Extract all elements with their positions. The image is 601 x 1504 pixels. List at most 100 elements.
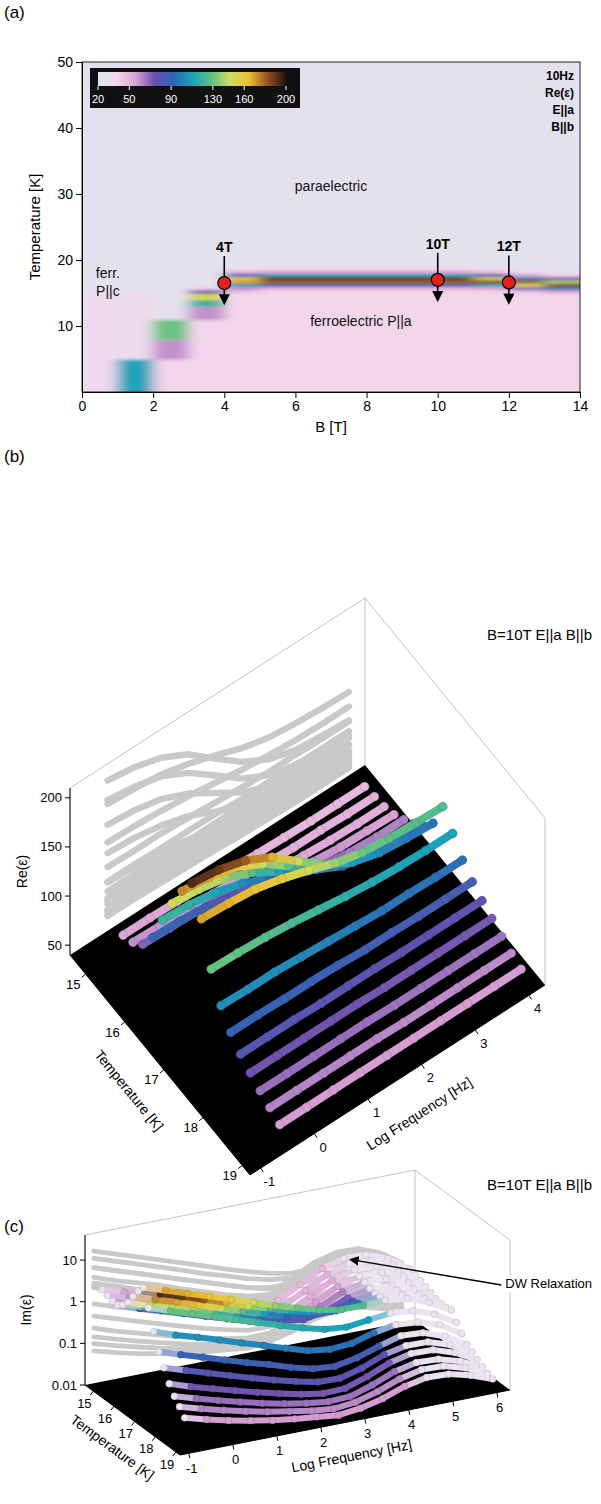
sphere	[238, 1340, 245, 1347]
series	[158, 815, 408, 924]
heatmap-cell	[260, 128, 296, 181]
tick-label: 10	[63, 1253, 77, 1268]
tube-segment	[352, 1333, 374, 1344]
sphere	[423, 1374, 430, 1381]
heatmap-cell	[189, 306, 225, 320]
heatmap-cell	[224, 300, 260, 307]
heatmap-cell	[189, 260, 225, 267]
sphere	[236, 1050, 245, 1059]
chart-title: B=10T E||a B||b	[487, 626, 592, 643]
sphere	[203, 1416, 210, 1423]
sphere	[300, 1034, 309, 1043]
series	[197, 802, 447, 923]
heatmap-cell	[473, 293, 509, 300]
sphere	[326, 836, 335, 845]
sphere	[308, 1407, 315, 1414]
tick-mark	[160, 1070, 164, 1073]
heatmap-cell	[295, 128, 331, 181]
tick-label: 15	[77, 1396, 91, 1411]
sphere	[386, 1360, 393, 1367]
heatmap-plot	[82, 62, 580, 392]
tick-mark	[188, 1453, 190, 1458]
wall-projection	[108, 731, 349, 882]
sphere	[329, 1086, 338, 1095]
series	[135, 1288, 450, 1316]
heatmap-cell	[331, 220, 367, 247]
sphere	[403, 1342, 410, 1349]
heatmap-cell	[189, 181, 225, 221]
tube-segment	[231, 1015, 258, 1032]
region-label: ferr.P||c	[96, 265, 120, 299]
sphere	[404, 889, 413, 898]
sphere	[260, 1342, 267, 1349]
heatmap-cell	[544, 247, 580, 261]
heatmap-cell	[331, 128, 367, 181]
sphere	[319, 1265, 326, 1272]
sphere	[263, 1032, 272, 1041]
sphere	[281, 1400, 288, 1407]
tick-mark	[65, 945, 70, 946]
series	[150, 1319, 465, 1354]
sphere	[317, 999, 326, 1008]
sphere	[329, 1277, 336, 1284]
sphere	[145, 1305, 152, 1312]
sphere	[324, 937, 333, 946]
sphere	[161, 1364, 168, 1371]
sphere	[207, 965, 216, 974]
colorbar-label: 50	[123, 93, 135, 105]
sphere	[249, 1375, 256, 1382]
series	[119, 1275, 434, 1326]
tube-segment	[277, 1038, 304, 1055]
tick-mark	[529, 995, 532, 999]
sphere	[333, 800, 342, 809]
wall-projection	[108, 738, 349, 891]
tube-segment	[357, 1346, 379, 1358]
heatmap-cell	[438, 260, 474, 267]
series	[161, 1339, 476, 1386]
heatmap-cell	[189, 300, 225, 307]
tube-segment	[250, 1056, 277, 1073]
sphere	[320, 1390, 327, 1397]
tube-segment	[387, 1038, 414, 1055]
sphere	[181, 1414, 188, 1421]
tick: 12	[502, 392, 518, 414]
region-label: paraelectric	[295, 178, 367, 194]
sphere	[319, 1069, 328, 1078]
colorbar-label: 130	[204, 93, 222, 105]
sphere	[462, 1365, 469, 1372]
tube-segment	[314, 1039, 341, 1056]
sphere	[246, 1069, 255, 1078]
series	[130, 1287, 445, 1320]
region-label: ferroelectric P||a	[310, 313, 412, 329]
sphere	[290, 1015, 299, 1024]
sphere	[124, 1299, 131, 1306]
sphere	[434, 949, 443, 958]
sphere	[360, 946, 369, 955]
tube-segment	[458, 970, 485, 987]
tube-segment	[394, 988, 421, 1005]
tick-label: 8	[363, 398, 371, 414]
sphere	[417, 984, 426, 993]
sphere	[360, 1302, 367, 1309]
series	[256, 932, 506, 1095]
sphere	[326, 1346, 333, 1353]
sphere	[148, 933, 157, 942]
wall-projection	[94, 1307, 402, 1354]
sphere	[425, 1339, 432, 1346]
heatmap-cell	[402, 260, 438, 267]
marker-point	[431, 273, 444, 286]
tube-segment	[414, 1021, 441, 1038]
sphere	[237, 1399, 244, 1406]
series	[148, 810, 398, 942]
tick-label: 4	[534, 1001, 541, 1016]
sphere	[409, 1307, 416, 1314]
sphere	[392, 1321, 399, 1328]
sphere	[490, 982, 499, 991]
tick-label: 2	[427, 1070, 434, 1085]
series	[246, 914, 496, 1077]
sphere	[387, 1310, 394, 1317]
heatmap-cell	[367, 339, 403, 359]
tube-segment	[360, 1055, 387, 1072]
sphere	[351, 1266, 358, 1273]
panel-label: (b)	[4, 447, 25, 466]
